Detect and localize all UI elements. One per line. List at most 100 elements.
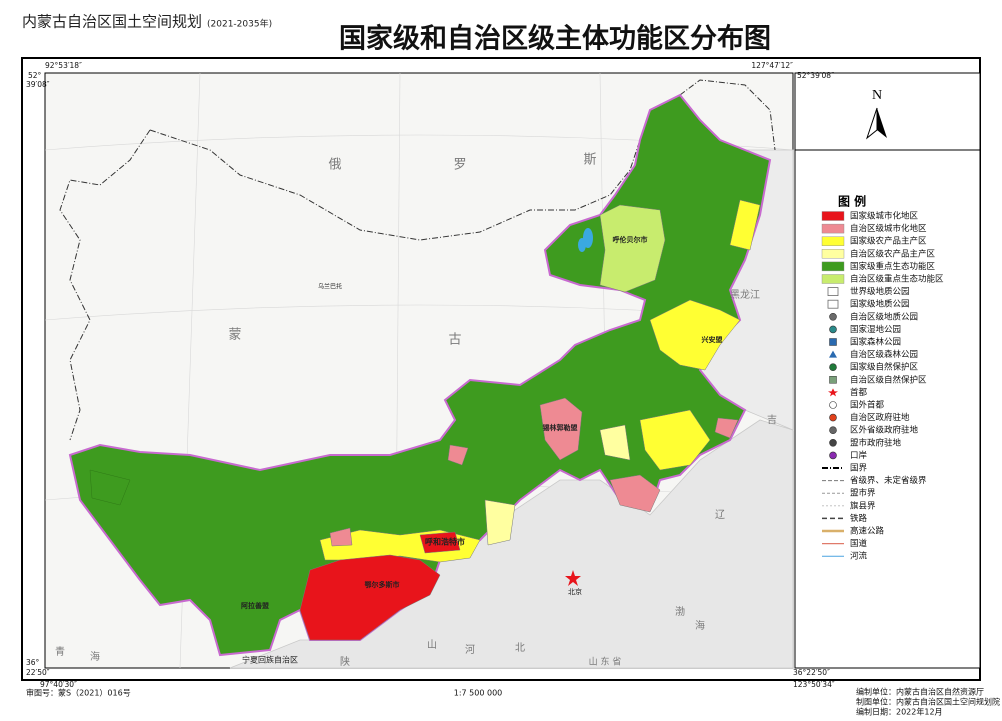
legend-symbol — [829, 413, 837, 422]
footer-text: 审图号：蒙S（2021）016号 — [26, 688, 131, 698]
north-arrow — [865, 107, 878, 140]
legend-label: 铁路 — [850, 513, 868, 524]
coordinate-label: 39′08″ — [26, 80, 50, 89]
legend-label: 省级界、未定省级界 — [850, 475, 927, 486]
legend-label: 高速公路 — [850, 526, 885, 537]
map-label: 古 — [448, 333, 461, 348]
coordinate-label: 97°40′30″ — [40, 680, 77, 689]
north-label: N — [872, 88, 882, 103]
map-label: 陕 — [340, 655, 350, 668]
zone-region-urban — [447, 444, 469, 466]
legend-label: 旗县界 — [850, 500, 876, 511]
legend-label: 国家级地质公园 — [850, 299, 910, 310]
legend-swatch — [821, 249, 845, 259]
legend-label: 自治区级城市化地区 — [850, 223, 927, 234]
map-label: 北 — [515, 642, 525, 654]
legend-panel — [794, 72, 981, 669]
legend-swatch — [821, 211, 845, 221]
zone-region-agri-light — [599, 204, 666, 293]
coordinate-label: 22′50″ — [26, 668, 50, 677]
lake — [578, 238, 586, 252]
footer-text: 编制单位：内蒙古自治区自然资源厅 — [856, 687, 984, 697]
legend-swatch — [821, 223, 845, 234]
legend-swatch — [821, 236, 845, 246]
footer-text: 1:7 500 000 — [454, 689, 503, 698]
zone-region-agri — [599, 424, 631, 461]
zone-national-urban — [419, 531, 461, 554]
legend-label: 自治区政府驻地 — [850, 412, 910, 423]
legend-symbol — [827, 299, 839, 309]
legend-symbol — [827, 287, 839, 297]
map-label: 兴安盟 — [702, 335, 723, 344]
coordinates: 92°53′18″ 127°47′12″ 52°39′08″ 52°39′08″ 36°… — [26, 61, 835, 689]
map-label: 海 — [90, 650, 100, 663]
capital-star — [565, 570, 581, 586]
map-label: 阿拉善盟 — [241, 601, 269, 610]
north-arrow — [877, 108, 887, 138]
zone-national-agri — [639, 409, 711, 471]
map-label: 呼和浩特市 — [425, 537, 465, 547]
legend-symbol — [829, 376, 837, 384]
map-label: 北京 — [568, 587, 582, 596]
zone-region-urban — [609, 474, 661, 513]
map-label: 黑龙江 — [730, 288, 760, 301]
zone-region-urban — [539, 397, 583, 461]
legend-symbol — [829, 401, 837, 409]
map-label: 河 — [465, 644, 475, 656]
map-label: 呼伦贝尔市 — [613, 235, 648, 244]
map-label: 乌兰巴托 — [318, 283, 342, 291]
western-border — [59, 129, 151, 441]
map-label: 辽 — [715, 509, 725, 521]
map-label: 海 — [695, 619, 705, 632]
russia-mongolia-border — [149, 109, 651, 241]
legend-label: 自治区级森林公园 — [850, 349, 918, 360]
legend-label: 口岸 — [850, 451, 868, 461]
map-title: 国家级和自治区级主体功能区分布图 — [339, 23, 771, 55]
legend-label: 国家级重点生态功能区 — [850, 261, 936, 272]
map-label: 渤 — [675, 605, 685, 618]
map-label: 宁夏回族自治区 — [242, 655, 298, 665]
legend-label: 国道 — [850, 538, 868, 549]
legend-symbol — [829, 363, 837, 372]
zone-region-urban — [714, 417, 739, 439]
zone-national-agri — [649, 299, 741, 371]
plan-name: 内蒙古自治区国土空间规划 — [22, 13, 202, 31]
map-label: 蒙 — [228, 328, 241, 343]
coordinate-label: 127°47′12″ — [751, 61, 793, 70]
legend-label: 国家级农产品主产区 — [850, 236, 927, 247]
legend-label: 国家级城市化地区 — [850, 211, 919, 222]
legend-label: 河流 — [850, 551, 868, 562]
map-labels: 俄罗斯蒙 古黑龙江吉辽河 北山宁夏回族自治区 陕青 海渤海呼伦贝尔市兴安盟锡林郭勒盟呼和… — [55, 153, 777, 669]
footer-text: 编制日期：2022年12月 — [856, 707, 943, 717]
zone-region-urban — [329, 527, 353, 547]
zone-national-agri — [729, 199, 761, 251]
legend-symbol — [829, 312, 837, 321]
map-label: 罗 — [453, 158, 466, 173]
legend-label: 区外省级政府驻地 — [850, 425, 919, 436]
map-label: 山 东 省 — [589, 656, 622, 668]
map-label: 青 — [55, 645, 65, 658]
coordinate-label: 52°39′08″ — [797, 71, 834, 80]
legend: 国家级城市化地区自治区级城市化地区国家级农产品主产区自治区级农产品主产区国家级重… — [821, 211, 944, 562]
coordinate-label: 52° — [28, 71, 42, 80]
map-label: 山 — [427, 639, 437, 651]
legend-symbol — [829, 338, 837, 346]
map-label: 俄 — [328, 158, 341, 173]
legend-symbol — [829, 325, 837, 334]
legend-label: 自治区级地质公园 — [850, 311, 918, 322]
zone-national-urban — [299, 554, 441, 641]
legend-label: 首都 — [850, 387, 868, 398]
legend-label: 自治区级自然保护区 — [850, 374, 927, 385]
legend-label: 国外首都 — [850, 400, 885, 411]
map-label: 斯 — [583, 153, 596, 168]
plan-period: (2021-2035年) — [207, 18, 272, 30]
legend-title: 图 例 — [838, 194, 866, 209]
legend-symbol — [828, 388, 838, 397]
legend-label: 盟市政府驻地 — [850, 437, 902, 448]
map-label: 吉 — [767, 414, 777, 426]
legend-swatch — [821, 261, 845, 272]
footer: 审图号：蒙S（2021）016号 1:7 500 000 编制单位：内蒙古自治区自然… — [26, 687, 1000, 717]
legend-symbol — [829, 426, 837, 435]
